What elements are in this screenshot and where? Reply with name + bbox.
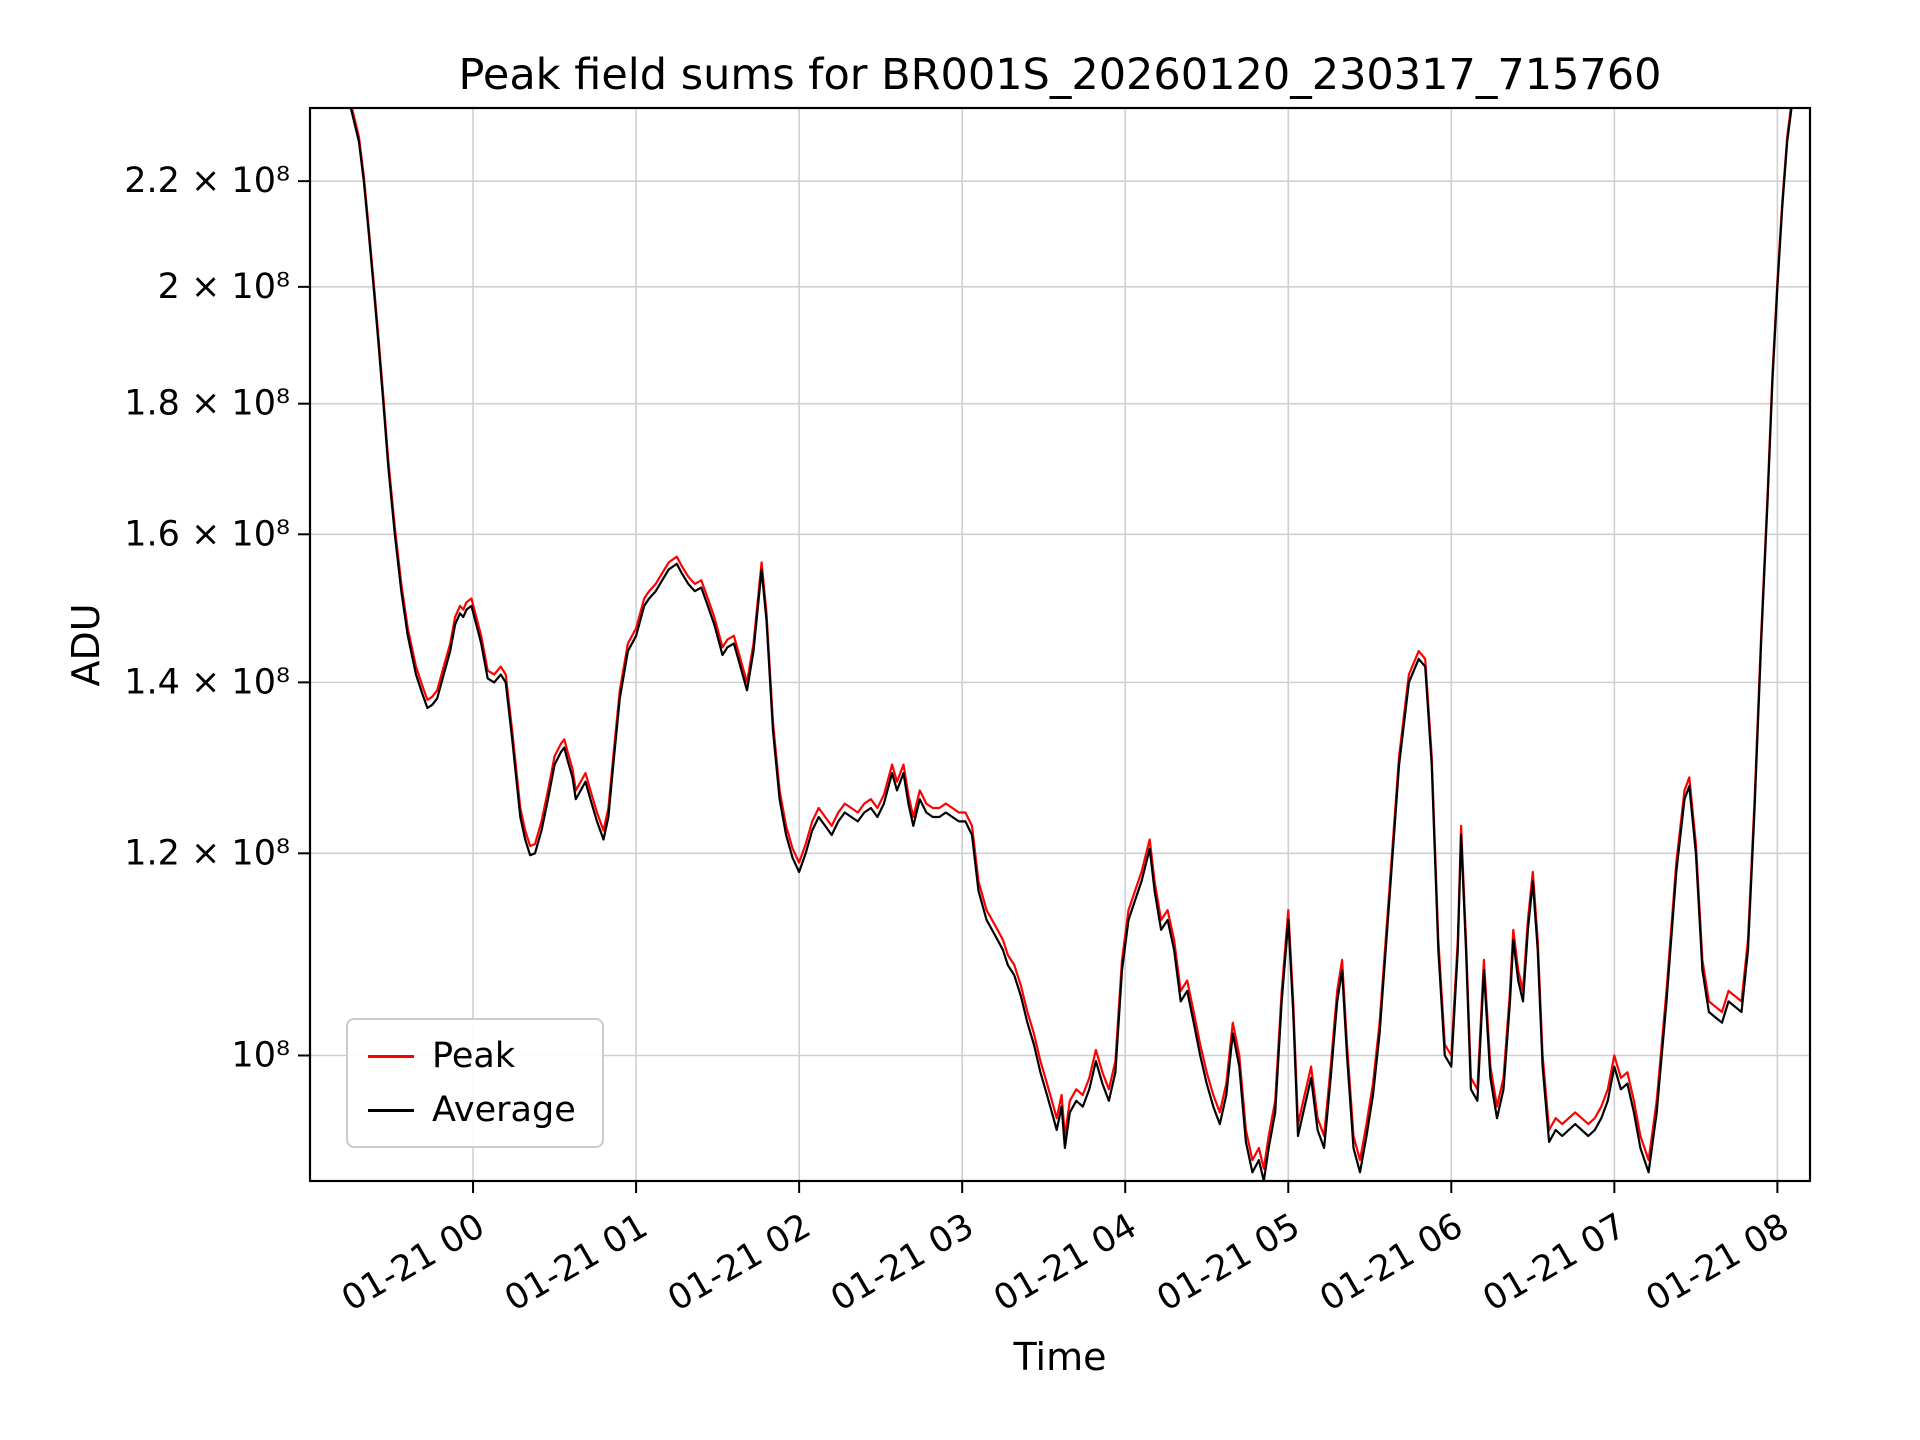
x-tick-label: 01-21 08 [1640,1206,1796,1319]
x-tick-label: 01-21 06 [1314,1206,1470,1319]
y-tick-label: 2.2 × 10⁸ [124,161,290,201]
x-tick-label: 01-21 04 [987,1206,1143,1319]
x-tick-label: 01-21 00 [335,1206,491,1319]
x-tick-label: 01-21 05 [1150,1206,1306,1319]
x-tick-label: 01-21 07 [1477,1206,1633,1319]
y-tick-label: 1.6 × 10⁸ [124,514,290,554]
y-tick-label: 1.4 × 10⁸ [124,662,290,702]
chart-title: Peak field sums for BR001S_20260120_2303… [458,50,1662,100]
peak-line-swatch [368,1054,414,1058]
x-tick-label: 01-21 03 [824,1206,980,1319]
average-series-line [349,108,1793,1181]
x-axis-label: Time [1013,1335,1107,1379]
x-tick-label: 01-21 02 [661,1206,817,1319]
legend-label-peak: Peak [432,1036,516,1076]
plot-border [308,106,1812,1183]
y-tick-label: 1.2 × 10⁸ [124,833,290,873]
legend: Peak Average [346,1018,604,1148]
x-tick-label: 01-21 01 [498,1206,654,1319]
y-tick-label: 10⁸ [231,1036,290,1076]
legend-label-average: Average [432,1090,576,1130]
y-tick-label: 1.8 × 10⁸ [124,384,290,424]
y-axis-label: ADU [64,603,108,687]
legend-item-peak: Peak [368,1036,576,1076]
y-tick-label: 2 × 10⁸ [158,267,290,307]
average-line-swatch [368,1108,414,1112]
legend-item-average: Average [368,1090,576,1130]
peak-series-line [350,108,1793,1170]
